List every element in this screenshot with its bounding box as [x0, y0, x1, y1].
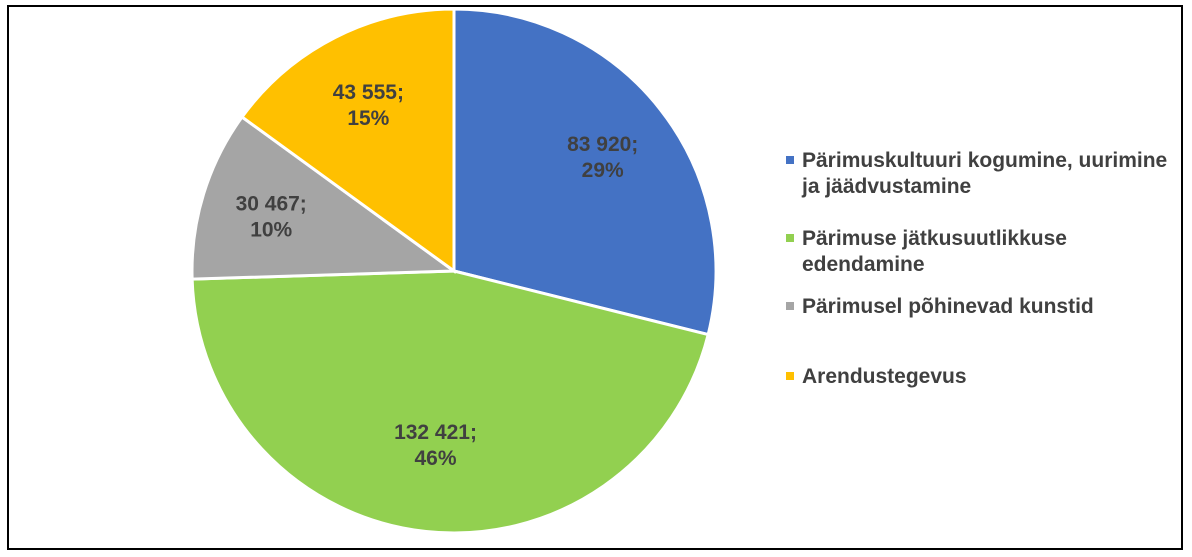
legend-label-2: Pärimusel põhinevad kunstid [802, 295, 1094, 318]
pie-slice-1 [190, 269, 710, 535]
slice-label-1: 132 421; 46% [394, 421, 477, 470]
pie-slice-3 [239, 7, 456, 274]
slice-label-0: 83 920; 29% [567, 133, 638, 182]
legend-label-1: Pärimuse jätkusuutlikkuse edendamine [802, 227, 1067, 276]
legend-label-3: Arendustegevus [802, 365, 967, 388]
legend-item-1: Pärimuse jätkusuutlikkuse edendamine [786, 226, 1182, 278]
legend-item-2: Pärimusel põhinevad kunstid [786, 294, 1182, 320]
legend-swatch-3 [786, 372, 794, 380]
pie-slice-0 [452, 7, 718, 337]
legend-label-0: Pärimuskultuuri kogumine, uurimine ja jä… [802, 149, 1168, 198]
legend-swatch-0 [786, 156, 794, 164]
legend-item-3: Arendustegevus [786, 364, 1182, 390]
legend-swatch-1 [786, 234, 794, 242]
slice-label-3: 43 555; 15% [333, 81, 404, 130]
legend-item-0: Pärimuskultuuri kogumine, uurimine ja jä… [786, 148, 1182, 200]
legend-swatch-2 [786, 302, 794, 310]
slice-label-2: 30 467; 10% [236, 193, 307, 242]
pie-slice-2 [190, 114, 459, 281]
